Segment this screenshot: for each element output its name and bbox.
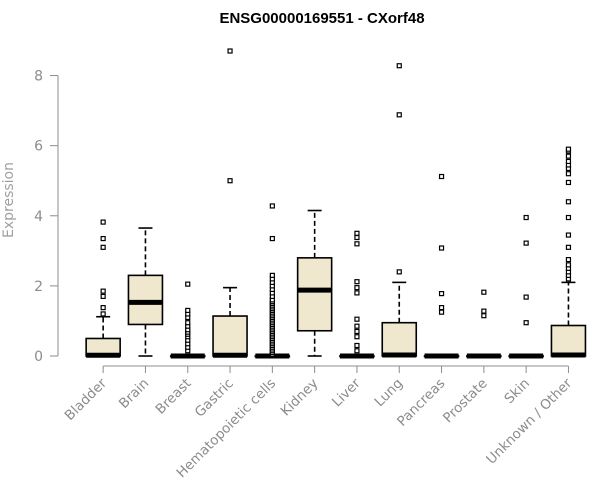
outlier-point	[438, 309, 445, 315]
outlier-point	[565, 146, 572, 152]
outlier-point	[354, 241, 360, 247]
x-tick-label: Prostate	[440, 376, 491, 427]
outlier-point	[354, 348, 360, 354]
box-group	[127, 227, 164, 357]
outlier-point	[354, 342, 360, 349]
outlier-point	[523, 214, 529, 221]
y-axis-label: Expression	[1, 162, 17, 238]
outlier-point	[565, 179, 572, 186]
outlier-point	[565, 262, 572, 268]
outlier-point	[396, 269, 402, 275]
box-group	[423, 173, 460, 359]
outlier-point	[100, 235, 106, 242]
x-tick-label: Lung	[371, 376, 406, 411]
box-iqr	[381, 321, 418, 357]
outlier-point	[354, 230, 360, 236]
x-tick-label: Bladder	[62, 375, 111, 424]
box-group	[85, 219, 121, 358]
box-group	[254, 203, 291, 359]
outlier-point	[565, 199, 572, 205]
box-group	[381, 63, 418, 358]
outlier-point	[565, 158, 572, 165]
x-tick-label: Skin	[501, 376, 533, 408]
box-group	[212, 48, 248, 358]
outlier-point	[565, 171, 572, 177]
box-group	[508, 214, 544, 359]
outlier-point	[100, 288, 106, 294]
y-tick-label: 6	[34, 139, 43, 155]
x-tick-label: Breast	[153, 376, 195, 418]
outlier-point	[354, 323, 360, 329]
x-tick-label: Liver	[329, 375, 364, 410]
box-group	[339, 230, 375, 359]
y-tick-label: 4	[34, 209, 43, 225]
outlier-point	[269, 203, 275, 209]
box-group	[466, 289, 502, 359]
outlier-point	[523, 320, 529, 326]
outlier-point	[565, 153, 572, 159]
box-iqr	[212, 315, 248, 357]
box-group	[550, 146, 587, 358]
plot-area	[85, 48, 587, 359]
outlier-point	[481, 308, 487, 314]
outlier-point	[481, 313, 487, 319]
outlier-point	[100, 293, 106, 300]
box-group	[169, 281, 206, 359]
outlier-point	[354, 285, 360, 291]
outlier-point	[354, 328, 360, 335]
outlier-point	[185, 307, 191, 314]
outlier-point	[100, 311, 106, 317]
y-tick-label: 2	[34, 279, 43, 295]
outlier-point	[565, 232, 572, 238]
box-iqr	[296, 257, 333, 332]
x-tick-label: Brain	[116, 376, 152, 412]
outlier-point	[354, 334, 360, 340]
outlier-point	[227, 178, 233, 184]
outlier-point	[354, 234, 360, 241]
outlier-point	[438, 173, 445, 180]
outlier-point	[354, 279, 360, 285]
outlier-point	[438, 291, 445, 297]
box-iqr	[550, 324, 587, 357]
outlier-point	[396, 63, 402, 69]
outlier-point	[565, 256, 572, 263]
box-group	[296, 209, 333, 357]
y-tick-label: 8	[34, 69, 43, 85]
outlier-point	[354, 290, 360, 296]
outlier-point	[185, 281, 191, 287]
outlier-point	[565, 244, 572, 250]
outlier-point	[269, 235, 275, 242]
chart-title: ENSG00000169551 - CXorf48	[219, 10, 424, 27]
outlier-point	[523, 240, 529, 246]
outlier-point	[396, 112, 402, 118]
outlier-point	[481, 289, 487, 295]
outlier-point	[565, 214, 572, 221]
outlier-point	[100, 219, 106, 225]
outlier-point	[269, 272, 275, 278]
outlier-point	[438, 305, 445, 311]
outlier-point	[185, 320, 191, 326]
outlier-point	[227, 48, 233, 54]
outlier-point	[354, 316, 360, 322]
y-tick-label: 0	[34, 349, 43, 365]
x-tick-label: Kidney	[278, 376, 322, 420]
outlier-point	[438, 245, 445, 251]
outlier-point	[523, 294, 529, 300]
outlier-point	[100, 305, 106, 311]
outlier-point	[100, 244, 106, 250]
